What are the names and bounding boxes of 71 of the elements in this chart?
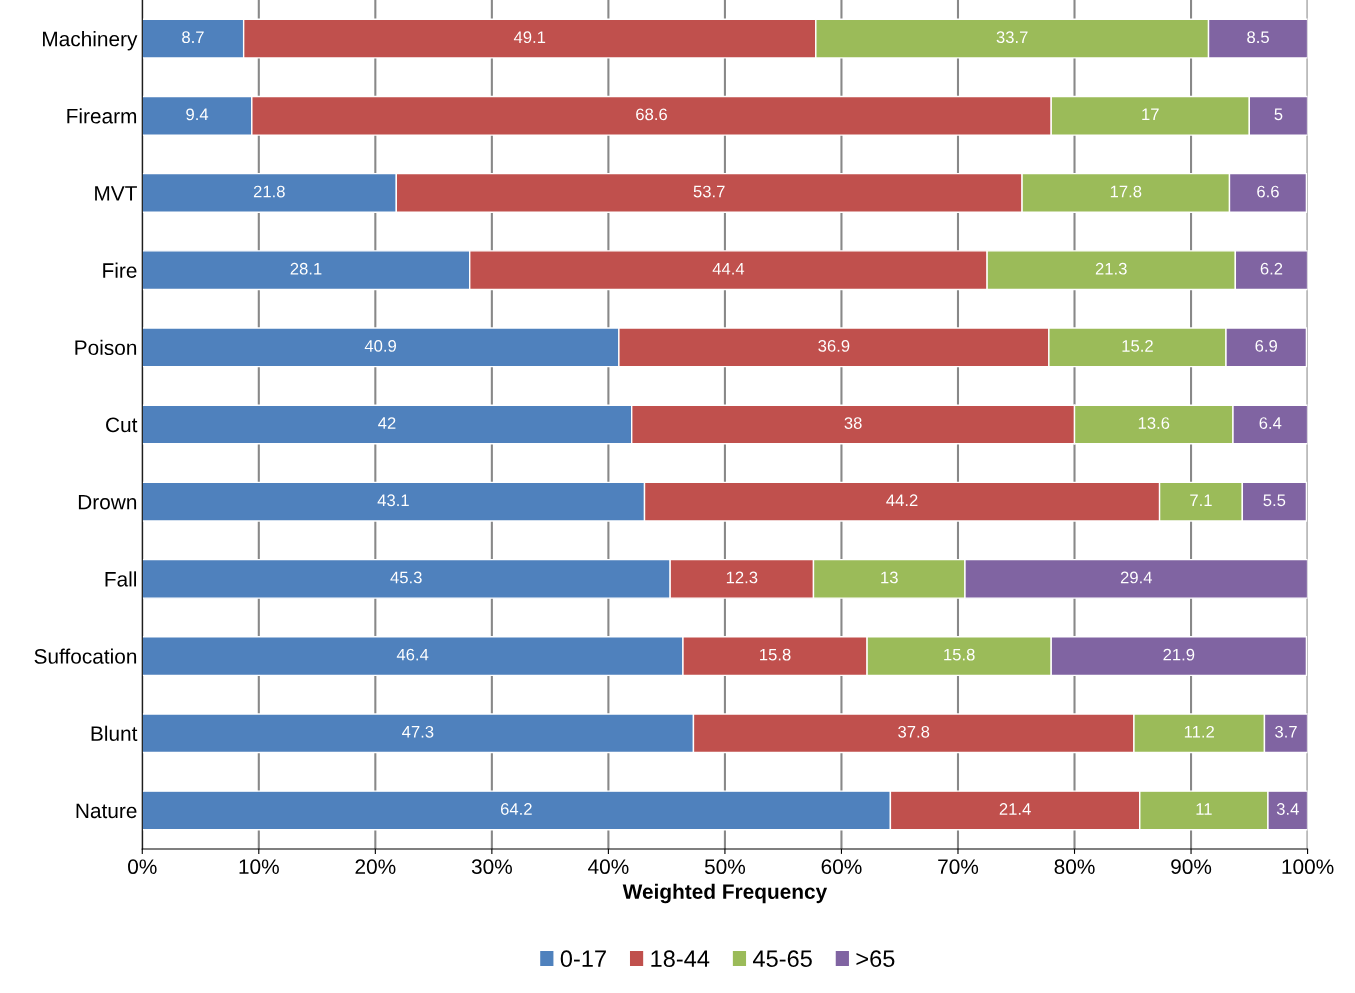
data-label: 6.6 — [1257, 185, 1279, 198]
data-label: 68.6 — [636, 108, 667, 121]
y-tick-label: Drown — [78, 494, 137, 510]
legend-label: 18-44 — [651, 950, 710, 968]
legend-label: >65 — [856, 950, 895, 968]
y-tick-label: Fire — [103, 262, 137, 278]
y-tick-label: MVT — [95, 186, 137, 201]
y-tick-label: Machinery — [43, 31, 138, 51]
data-label: 9.4 — [186, 108, 209, 121]
data-label: 47.3 — [402, 725, 434, 738]
data-label: 17.8 — [1110, 185, 1142, 198]
data-label: 5 — [1274, 108, 1283, 121]
data-label: 21.9 — [1163, 648, 1195, 661]
x-tick-label: 50% — [704, 859, 746, 875]
y-tick-label: Blunt — [91, 725, 138, 741]
data-label: 38 — [844, 417, 862, 429]
data-label: 11.2 — [1184, 725, 1214, 738]
legend-label: 0-17 — [560, 950, 606, 968]
data-label: 37.8 — [898, 725, 930, 738]
legend-label: 45-65 — [752, 950, 812, 968]
y-tick-label: Suffocation — [34, 648, 137, 664]
data-label: 17 — [1142, 108, 1159, 121]
data-label: 6.9 — [1255, 340, 1277, 352]
data-label: 43.1 — [377, 494, 409, 507]
data-label: 49.1 — [513, 31, 546, 44]
data-label: 15.8 — [944, 648, 975, 661]
data-label: 21.8 — [253, 185, 285, 198]
x-axis-title: Weighted Frequency — [622, 883, 828, 904]
x-tick-label: 90% — [1171, 859, 1212, 875]
data-label: 13 — [881, 571, 898, 584]
data-label: 21.4 — [999, 803, 1031, 815]
y-tick-label: Poison — [75, 339, 137, 356]
y-tick-label: Fall — [105, 571, 137, 587]
data-label: 42 — [378, 417, 396, 429]
data-label: 33.7 — [996, 31, 1028, 44]
x-tick-label: 70% — [938, 859, 979, 875]
data-label: 45.3 — [390, 571, 422, 584]
y-tick-label: Firearm — [67, 108, 137, 124]
data-label: 12.3 — [726, 571, 758, 584]
data-label: 29.4 — [1120, 571, 1153, 584]
data-label: 5.5 — [1263, 494, 1286, 507]
x-tick-label: 100% — [1282, 859, 1334, 875]
data-label: 15.8 — [760, 648, 791, 661]
data-label: 8.5 — [1247, 31, 1269, 44]
y-tick-label: Cut — [106, 417, 138, 433]
data-label: 36.9 — [818, 340, 850, 352]
data-label: 44.4 — [712, 262, 745, 275]
x-tick-label: 40% — [588, 859, 629, 875]
data-label: 44.2 — [886, 494, 918, 506]
data-label: 7.1 — [1190, 494, 1212, 506]
data-label: 28.1 — [290, 262, 322, 275]
data-label: 11 — [1196, 803, 1212, 815]
x-tick-label: 30% — [471, 859, 512, 875]
y-tick-label: Nature — [76, 803, 137, 819]
data-label: 64.2 — [500, 803, 532, 815]
x-tick-label: 10% — [239, 859, 279, 875]
data-label: 6.4 — [1259, 417, 1282, 429]
data-label: 53.7 — [693, 185, 725, 198]
x-tick-label: 60% — [821, 859, 862, 875]
data-label: 8.7 — [182, 31, 204, 44]
data-label: 3.7 — [1275, 725, 1297, 738]
data-label: 15.2 — [1122, 340, 1153, 352]
x-tick-label: 80% — [1054, 859, 1095, 875]
x-tick-label: 0% — [128, 859, 157, 875]
data-label: 6.2 — [1260, 262, 1283, 275]
data-label: 13.6 — [1138, 417, 1170, 429]
data-label: 3.4 — [1276, 803, 1299, 815]
data-label: 21.3 — [1095, 262, 1127, 275]
x-tick-label: 20% — [355, 859, 396, 875]
data-label: 46.4 — [396, 648, 429, 661]
data-label: 40.9 — [364, 340, 397, 352]
